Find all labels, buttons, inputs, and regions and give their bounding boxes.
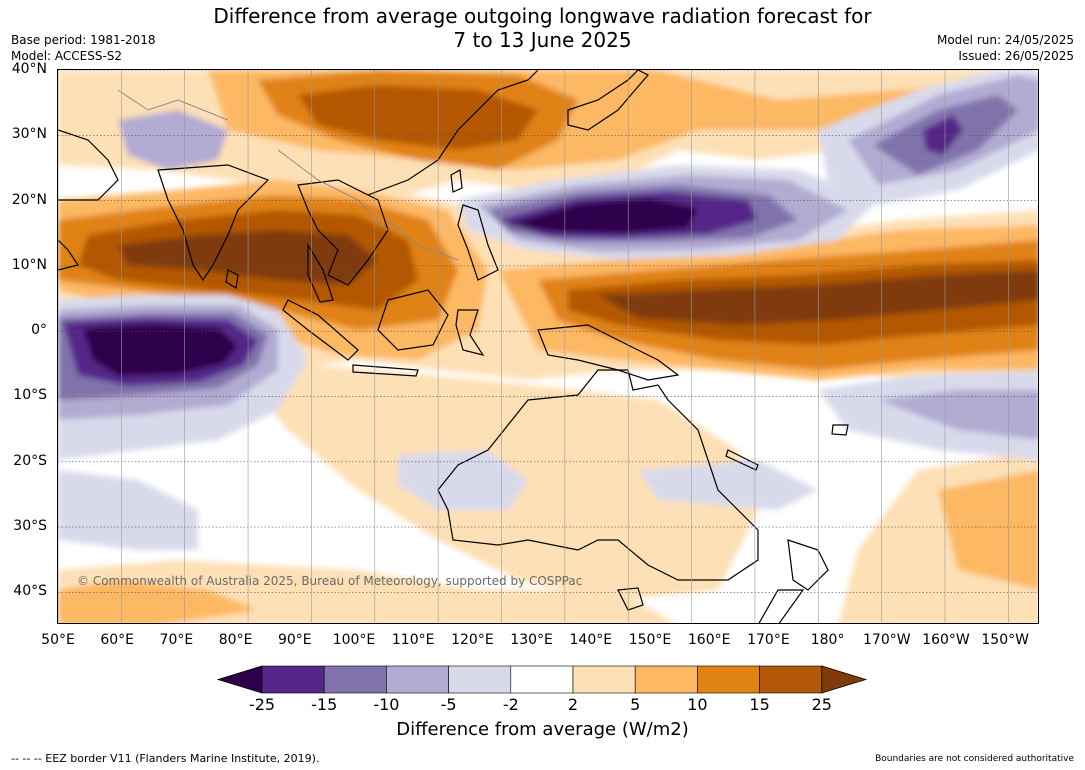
longitude-label: 70°E bbox=[159, 632, 194, 648]
negative-15-northeast-pacific bbox=[923, 115, 963, 155]
meta-left: Base period: 1981-2018 Model: ACCESS-S2 bbox=[11, 32, 156, 64]
anomaly-field bbox=[58, 70, 1038, 623]
latitude-label: 40°S bbox=[13, 583, 47, 600]
map-panel bbox=[57, 69, 1039, 624]
anomaly-map bbox=[58, 70, 1038, 623]
eez-note: -- -- -- EEZ border V11 (Flanders Marine… bbox=[11, 752, 320, 765]
colorbar-swatch bbox=[261, 665, 325, 694]
colorbar-tick-label: 15 bbox=[749, 695, 770, 714]
latitude-label: 30°S bbox=[13, 518, 47, 535]
negative-5-south-pacific bbox=[878, 390, 1038, 440]
longitude-label: 160°W bbox=[922, 632, 970, 648]
negative-region-west-australia bbox=[398, 450, 528, 510]
colorbar-tick-label: -15 bbox=[311, 695, 338, 714]
colorbar-tick-label: 5 bbox=[630, 695, 641, 714]
colorbar-tick-label: 10 bbox=[687, 695, 708, 714]
new-guinea-outline bbox=[537, 324, 680, 381]
latitude-label: 20°N bbox=[11, 191, 47, 208]
longitude-label: 130°E bbox=[510, 632, 553, 648]
china-coast-outline bbox=[367, 70, 539, 196]
fiji-outline bbox=[831, 424, 849, 436]
longitude-label: 50°E bbox=[41, 632, 75, 648]
longitude-label: 160°E bbox=[687, 632, 731, 648]
longitude-label: 80°E bbox=[218, 632, 253, 648]
colorbar-swatch bbox=[572, 665, 636, 694]
positive-15-25-china bbox=[298, 85, 538, 150]
colorbar-tick-label: -5 bbox=[440, 695, 457, 714]
longitude-label: 180° bbox=[810, 632, 845, 648]
colorbar-title: Difference from average (W/m2) bbox=[396, 719, 689, 740]
new-zealand-south-outline bbox=[758, 589, 805, 623]
boundaries-disclaimer: Boundaries are not considered authoritat… bbox=[875, 754, 1074, 764]
latitude-label: 40°N bbox=[11, 61, 47, 77]
negative-region-south-indian bbox=[58, 470, 198, 550]
negative-25-indian-ocean bbox=[83, 324, 238, 376]
colorbar-swatch bbox=[759, 665, 823, 694]
negative-25-philippine-sea bbox=[508, 198, 698, 233]
colorbar-extend-min bbox=[216, 665, 263, 694]
eez-line-2 bbox=[277, 149, 389, 231]
longitude-label: 60°E bbox=[100, 632, 135, 648]
model-name: Model: ACCESS-S2 bbox=[11, 49, 123, 63]
japan-outline bbox=[567, 70, 649, 131]
base-period: Base period: 1981-2018 bbox=[11, 33, 156, 47]
longitude-label: 110°E bbox=[391, 632, 435, 648]
longitude-label: 170°E bbox=[747, 632, 790, 648]
eez-line-1 bbox=[117, 89, 229, 121]
title-line-1: Difference from average outgoing longwav… bbox=[213, 4, 872, 28]
eez-line-3 bbox=[387, 219, 459, 261]
longitude-label: 150°E bbox=[628, 632, 672, 648]
negative-5-india-north bbox=[118, 110, 228, 170]
longitude-label: 150°W bbox=[981, 632, 1029, 648]
colorbar-swatch bbox=[634, 665, 698, 694]
india-outline bbox=[157, 164, 270, 282]
colorbar-tick-label: 25 bbox=[811, 695, 832, 714]
longitude-label: 120°E bbox=[451, 632, 494, 648]
new-caledonia-outline bbox=[725, 449, 759, 471]
colorbar-swatch bbox=[386, 665, 449, 694]
latitude-label: 10°S bbox=[13, 387, 47, 404]
africa-horn-outline bbox=[58, 239, 79, 271]
java-outline bbox=[352, 364, 419, 377]
colorbar-tick-label: -25 bbox=[248, 695, 276, 714]
arabia-coast-outline bbox=[58, 129, 119, 201]
colorbar-tick-label: -10 bbox=[373, 695, 400, 714]
colorbar-tick-label: -2 bbox=[502, 695, 519, 714]
map-title: Difference from average outgoing longwav… bbox=[0, 4, 1085, 52]
eez-borders bbox=[117, 89, 459, 261]
copyright-notice: © Commonwealth of Australia 2025, Bureau… bbox=[77, 574, 583, 588]
sulawesi-outline bbox=[455, 309, 485, 356]
colorbar-tick-label: 2 bbox=[567, 695, 579, 714]
philippines-outline bbox=[457, 204, 499, 281]
positive-5-10-southwest bbox=[58, 580, 258, 623]
latitude-label: 0° bbox=[31, 322, 47, 339]
longitude-label: 90°E bbox=[277, 632, 312, 648]
model-run: Model run: 24/05/2025 bbox=[936, 33, 1074, 47]
colorbar-extend-max bbox=[821, 665, 868, 694]
latitude-label: 30°N bbox=[11, 126, 47, 143]
colorbar-swatch bbox=[510, 665, 574, 694]
taiwan-outline bbox=[450, 169, 463, 193]
positive-5-10-south bbox=[938, 470, 1038, 590]
colorbar-swatch bbox=[323, 665, 387, 694]
coastlines bbox=[58, 70, 849, 623]
longitude-label: 140°E bbox=[569, 632, 613, 648]
colorbar-swatches bbox=[216, 665, 868, 694]
borneo-outline bbox=[377, 289, 449, 351]
negative-region-south-east-ocean bbox=[638, 460, 818, 510]
meta-right: Model run: 24/05/2025 Issued: 26/05/2025 bbox=[937, 32, 1074, 64]
tasmania-outline bbox=[617, 587, 644, 611]
sumatra-outline bbox=[282, 299, 359, 361]
colorbar-swatch bbox=[448, 665, 512, 694]
indochina-outline bbox=[297, 179, 389, 286]
sri-lanka-outline bbox=[225, 269, 239, 289]
graticule bbox=[58, 70, 1038, 623]
latitude-label: 20°S bbox=[13, 452, 47, 469]
issued-date: Issued: 26/05/2025 bbox=[958, 49, 1074, 63]
longitude-label: 170°W bbox=[863, 632, 911, 648]
latitude-label: 10°N bbox=[11, 256, 47, 273]
title-line-2: 7 to 13 June 2025 bbox=[453, 28, 632, 52]
longitude-label: 100°E bbox=[332, 632, 376, 648]
colorbar-swatch bbox=[697, 665, 760, 694]
